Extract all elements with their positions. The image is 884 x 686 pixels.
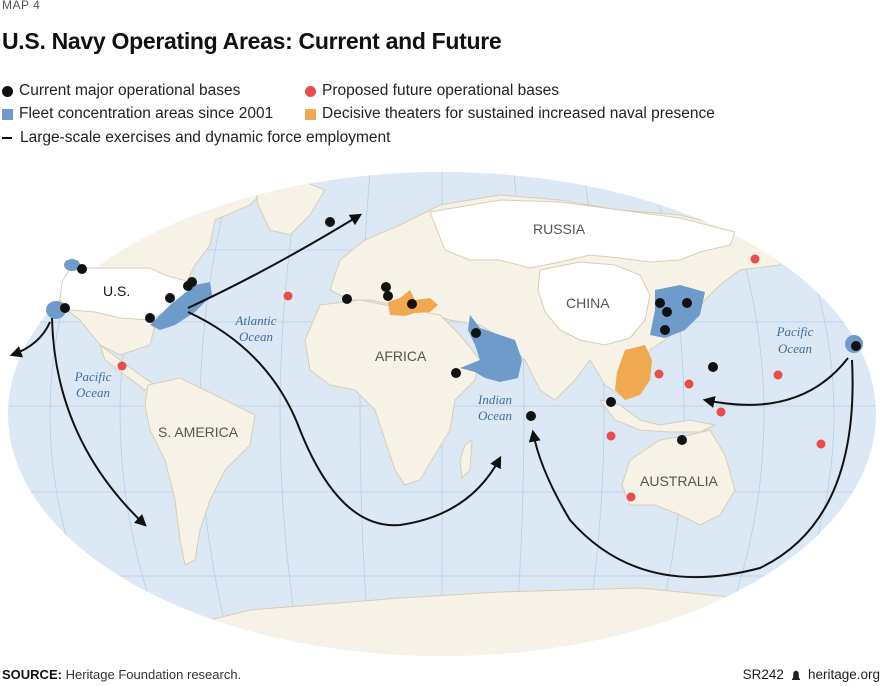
base-norfolk [165, 293, 175, 303]
red-dot-icon [305, 85, 316, 97]
base-iceland [325, 217, 335, 227]
map-number: MAP 4 [2, 0, 41, 12]
highlighted-countries [59, 199, 736, 346]
south-america [144, 377, 256, 566]
line-icon [2, 137, 12, 139]
base-pearl-harbor [851, 341, 861, 351]
proposed-atlantic [283, 291, 293, 301]
africa [304, 299, 481, 486]
base-singapore [606, 397, 616, 407]
label-australia: AUSTRALIA [640, 473, 718, 489]
theater-south-china-sea [615, 345, 652, 400]
exercise-routes [9, 213, 854, 579]
china-territory [537, 261, 651, 346]
label-indian-1: Indian [477, 392, 512, 407]
label-pacific-w-1: Pacific [74, 369, 112, 384]
fleet-area-pacific-nw [64, 259, 80, 271]
fleet-area-atlantic [150, 282, 212, 330]
label-pacific-e-1: Pacific [776, 324, 814, 339]
label-china: CHINA [566, 295, 610, 311]
report-id: SR242 [742, 667, 784, 682]
legend-fleet-areas: Fleet concentration areas since 2001 [2, 105, 273, 123]
source-text: Heritage Foundation research. [65, 667, 242, 682]
route-atlantic-indian [187, 311, 502, 527]
legend-proposed-bases: Proposed future operational bases [305, 82, 559, 100]
fleet-area-west-pacific [650, 285, 705, 338]
legend-label: Current major operational bases [19, 82, 241, 99]
source-note: SOURCE: Heritage Foundation research. [2, 667, 241, 682]
base-mayport [145, 313, 155, 323]
base-seattle [77, 264, 87, 274]
base-san-diego [60, 303, 70, 313]
proposed-philippines [654, 369, 664, 379]
orange-square-icon [305, 108, 316, 120]
us-territory [59, 267, 196, 321]
base-djibouti [451, 368, 461, 378]
current-bases [60, 217, 861, 445]
route-hawaii-west [702, 357, 849, 408]
label-atlantic-1: Atlantic [234, 313, 276, 328]
label-us: U.S. [103, 283, 130, 299]
label-s-america: S. AMERICA [158, 424, 239, 440]
proposed-bases [117, 254, 826, 502]
base-yokosuka [682, 298, 692, 308]
legend-label: Proposed future operational bases [322, 82, 559, 99]
label-indian-2: Ocean [478, 408, 512, 423]
proposed-aleutians [750, 254, 760, 264]
legend-exercises: Large-scale exercises and dynamic force … [2, 129, 390, 147]
australia [621, 429, 736, 526]
footer-credit: SR242 heritage.org [743, 667, 880, 682]
proposed-png [716, 407, 726, 417]
site-link[interactable]: heritage.org [807, 667, 880, 682]
route-pacific-west [9, 321, 51, 358]
proposed-south-pacific [816, 439, 826, 449]
legend-label: Decisive theaters for sustained increase… [322, 105, 715, 122]
base-bahrain [471, 328, 481, 338]
base-new-england-2 [187, 277, 197, 287]
route-pacific-south [51, 317, 147, 527]
label-africa: AFRICA [375, 348, 427, 364]
proposed-marshall [773, 370, 783, 380]
region-labels: U.S. RUSSIA CHINA AFRICA S. AMERICA AUST… [103, 221, 718, 489]
base-naples [381, 282, 391, 292]
route-atlantic-north [187, 213, 363, 309]
proposed-indonesia [606, 431, 616, 441]
proposed-western-australia [626, 492, 636, 502]
legend-label: Large-scale exercises and dynamic force … [20, 129, 391, 146]
antarctica [8, 587, 876, 656]
page-title: U.S. Navy Operating Areas: Current and F… [2, 28, 502, 54]
legend-decisive-theaters: Decisive theaters for sustained increase… [305, 105, 715, 123]
blue-square-icon [2, 108, 13, 120]
label-pacific-e-2: Ocean [778, 341, 812, 356]
black-dot-icon [2, 85, 13, 97]
base-rota [342, 294, 352, 304]
liberty-bell-icon [791, 670, 800, 680]
legend-label: Fleet concentration areas since 2001 [19, 105, 274, 122]
ocean-labels: Atlantic Ocean Pacific Ocean Pacific Oce… [74, 313, 814, 423]
label-atlantic-2: Ocean [239, 329, 273, 344]
madagascar [459, 438, 473, 480]
world-map: U.S. RUSSIA CHINA AFRICA S. AMERICA AUST… [8, 172, 876, 656]
base-darwin [677, 435, 687, 445]
indonesia [598, 399, 717, 433]
russia-territory [429, 199, 736, 269]
label-pacific-w-2: Ocean [76, 385, 110, 400]
base-sicily [383, 291, 393, 301]
legend-current-bases: Current major operational bases [2, 82, 240, 100]
base-diego-garcia [526, 411, 536, 421]
proposed-palau [684, 379, 694, 389]
base-korea [655, 298, 665, 308]
base-crete [407, 299, 417, 309]
proposed-central-america [117, 361, 127, 371]
base-sasebo [662, 307, 672, 317]
source-label: SOURCE: [2, 667, 62, 682]
base-guam [708, 362, 718, 372]
base-okinawa [660, 325, 670, 335]
route-hawaii-indian [528, 359, 854, 579]
label-russia: RUSSIA [533, 221, 586, 237]
